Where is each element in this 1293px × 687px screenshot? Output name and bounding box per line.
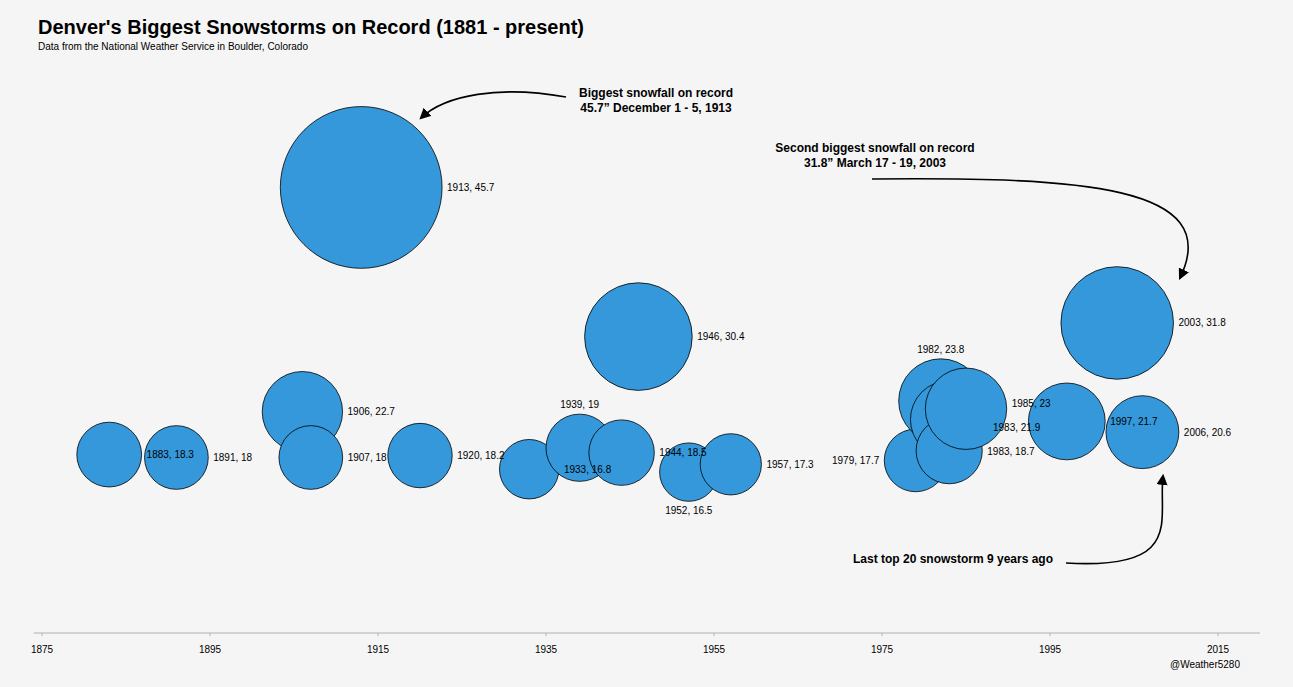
x-tick: [210, 633, 211, 636]
data-label: 1952, 16.5: [665, 505, 713, 516]
data-label: 1997, 21.7: [1110, 416, 1158, 427]
bubbles: [77, 107, 1179, 502]
annotation-arrow: [421, 92, 566, 118]
bubble: [1061, 267, 1174, 380]
x-tick: [42, 633, 43, 636]
x-tick: [1218, 633, 1219, 636]
x-tick-label: 1915: [367, 644, 390, 655]
data-label: 1913, 45.7: [447, 182, 495, 193]
data-label: 2003, 31.8: [1178, 317, 1226, 328]
annotation: Biggest snowfall on record: [579, 86, 733, 100]
x-tick-label: 1875: [31, 644, 54, 655]
annotation: Second biggest snowfall on record: [775, 141, 974, 155]
x-tick-label: 2015: [1207, 644, 1230, 655]
data-label: 1907, 18: [348, 452, 387, 463]
x-tick-label: 1995: [1039, 644, 1062, 655]
data-label: 1982, 23.8: [917, 344, 965, 355]
data-label: 1944, 18.5: [659, 447, 707, 458]
annotation: Last top 20 snowstorm 9 years ago: [853, 552, 1053, 566]
background: [0, 0, 1293, 687]
x-axis-line: [34, 633, 1260, 634]
title: Denver's Biggest Snowstorms on Record (1…: [38, 16, 584, 38]
data-label: 1906, 22.7: [348, 406, 396, 417]
annotation: 45.7” December 1 - 5, 1913: [580, 101, 732, 115]
bubble: [585, 283, 693, 391]
data-label: 1979, 17.7: [832, 455, 880, 466]
subtitle: Data from the National Weather Service i…: [38, 41, 308, 52]
data-label: 1957, 17.3: [766, 459, 814, 470]
chart: Denver's Biggest Snowstorms on Record (1…: [0, 0, 1293, 687]
x-tick: [714, 633, 715, 636]
x-tick-label: 1895: [199, 644, 222, 655]
bubble: [1028, 383, 1105, 460]
bubble: [589, 420, 654, 485]
data-label: 1946, 30.4: [697, 331, 745, 342]
bubble: [279, 426, 343, 490]
x-tick: [1050, 633, 1051, 636]
annotation-arrow: [872, 179, 1188, 278]
x-tick: [882, 633, 883, 636]
bubble: [280, 107, 442, 269]
x-tick-label: 1935: [535, 644, 558, 655]
x-tick: [546, 633, 547, 636]
data-label: 1939, 19: [560, 399, 599, 410]
data-label: 2006, 20.6: [1184, 427, 1232, 438]
data-label: 1933, 16.8: [564, 464, 612, 475]
bubble: [145, 426, 209, 490]
annotation: 31.8” March 17 - 19, 2003: [804, 156, 946, 170]
data-label: 1891, 18: [213, 452, 252, 463]
data-label: 1920, 18.2: [457, 450, 505, 461]
x-tick: [378, 633, 379, 636]
bubble: [1106, 396, 1179, 469]
data-label: 1883, 18.3: [147, 449, 195, 460]
x-tick-label: 1975: [871, 644, 894, 655]
annotation-arrow: [1066, 476, 1163, 564]
credit: @Weather5280: [1170, 659, 1240, 670]
bubble: [77, 422, 142, 487]
x-tick-label: 1955: [703, 644, 726, 655]
bubble: [388, 423, 452, 487]
bubble: [925, 368, 1006, 449]
data-label: 1983, 21.9: [993, 422, 1041, 433]
data-label: 1983, 18.7: [987, 446, 1035, 457]
bubble: [700, 434, 761, 495]
data-label: 1985, 23: [1012, 398, 1051, 409]
